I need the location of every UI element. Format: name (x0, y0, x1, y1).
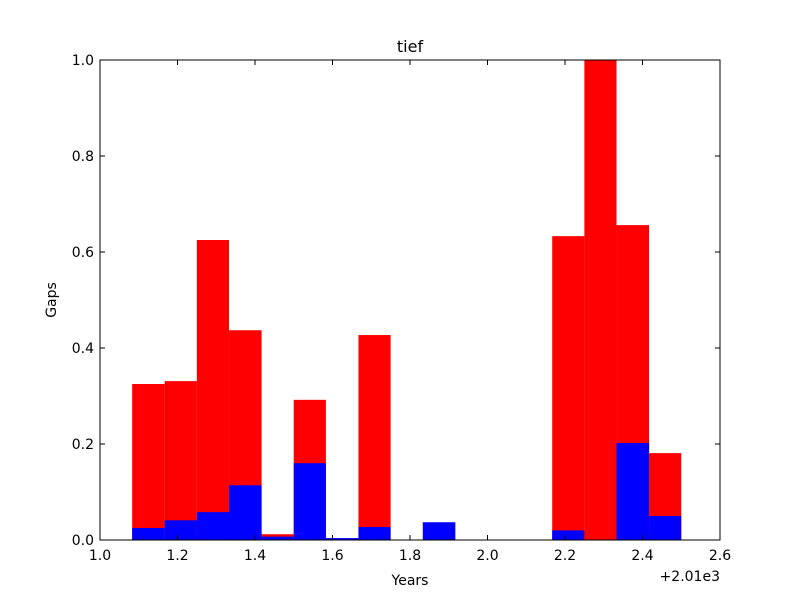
bar-series-2-3 (229, 485, 262, 540)
x-tick-label: 1.4 (244, 548, 266, 564)
x-tick-label: 1.0 (89, 548, 111, 564)
bar-series-2-8 (422, 522, 456, 540)
x-axis-label: Years (391, 573, 429, 589)
x-tick-label: 2.0 (476, 548, 498, 564)
bar-series-2-5 (293, 463, 326, 540)
bar-series-1-7 (552, 236, 585, 540)
x-tick-label: 2.4 (631, 548, 653, 564)
y-tick-label: 0.0 (72, 533, 94, 549)
x-axis-offset-label: +2.01e3 (660, 569, 720, 585)
y-axis-label: Gaps (44, 282, 60, 318)
y-tick-label: 0.2 (72, 437, 94, 453)
x-tick-label: 1.6 (321, 548, 343, 564)
x-tick-label: 1.8 (399, 548, 421, 564)
bar-series-2-7 (358, 527, 391, 540)
bar-series-2-11 (649, 516, 682, 540)
x-tick-label: 2.2 (554, 548, 576, 564)
chart-title: tief (397, 37, 424, 56)
bar-series-2-6 (325, 538, 359, 540)
ticks-layer: 1.0 1.2 1.4 1.6 1.8 2.0 2.2 2.4 2.6 0.0 0.2 0.4 0.6 0… (72, 53, 731, 564)
bars-layer (132, 60, 682, 540)
bar-series-2-0 (132, 528, 165, 540)
bar-series-1-2 (196, 240, 230, 540)
y-tick-label: 0.6 (72, 245, 94, 261)
y-tick-label: 0.8 (72, 149, 94, 165)
bar-series-1-0 (132, 384, 165, 540)
y-tick-label: 1.0 (72, 53, 94, 69)
bar-series-2-9 (552, 530, 585, 540)
x-tick-label: 1.2 (166, 548, 188, 564)
bar-series-2-4 (261, 536, 294, 540)
bar-series-2-2 (196, 512, 230, 540)
bar-series-1-1 (164, 381, 197, 540)
x-tick-label: 2.6 (709, 548, 731, 564)
bar-series-2-10 (616, 443, 650, 540)
y-tick-label: 0.4 (72, 341, 94, 357)
bar-series-1-8 (584, 60, 617, 540)
bar-series-2-1 (164, 520, 197, 540)
bar-series-1-6 (358, 335, 391, 540)
